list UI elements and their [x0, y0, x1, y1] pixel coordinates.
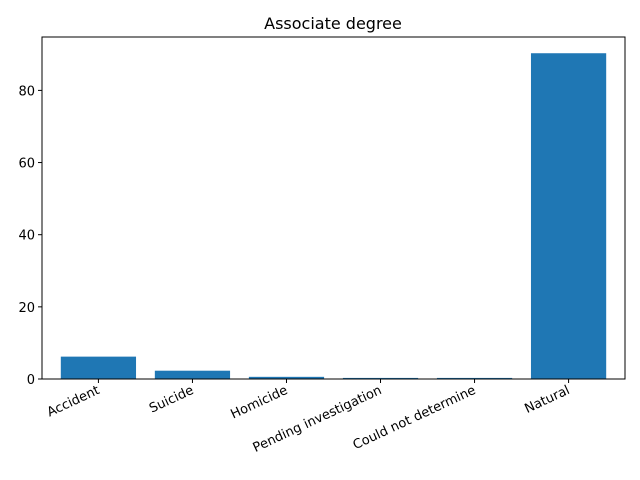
- chart-title: Associate degree: [264, 14, 402, 33]
- y-tick-label-20: 20: [18, 301, 35, 316]
- x-tick-label-accident: Accident: [45, 383, 102, 420]
- x-tick-label-homicide: Homicide: [229, 383, 291, 422]
- bar-pending-investigation: [342, 377, 419, 379]
- y-tick-label-60: 60: [18, 157, 35, 172]
- x-tick-label-suicide: Suicide: [147, 383, 196, 417]
- bar-suicide: [154, 370, 231, 379]
- y-tick-label-80: 80: [18, 84, 35, 99]
- bar-homicide: [248, 376, 325, 379]
- bar-accident: [60, 356, 137, 379]
- plot-frame: [41, 36, 626, 380]
- bar-natural: [530, 53, 607, 379]
- x-tick-label-natural: Natural: [522, 383, 572, 417]
- bars-group: [60, 53, 607, 379]
- bar-could-not-determine: [436, 377, 513, 379]
- y-tick-label-0: 0: [27, 373, 35, 388]
- y-axis: 0 20 40 60 80: [18, 84, 42, 388]
- y-tick-label-40: 40: [18, 229, 35, 244]
